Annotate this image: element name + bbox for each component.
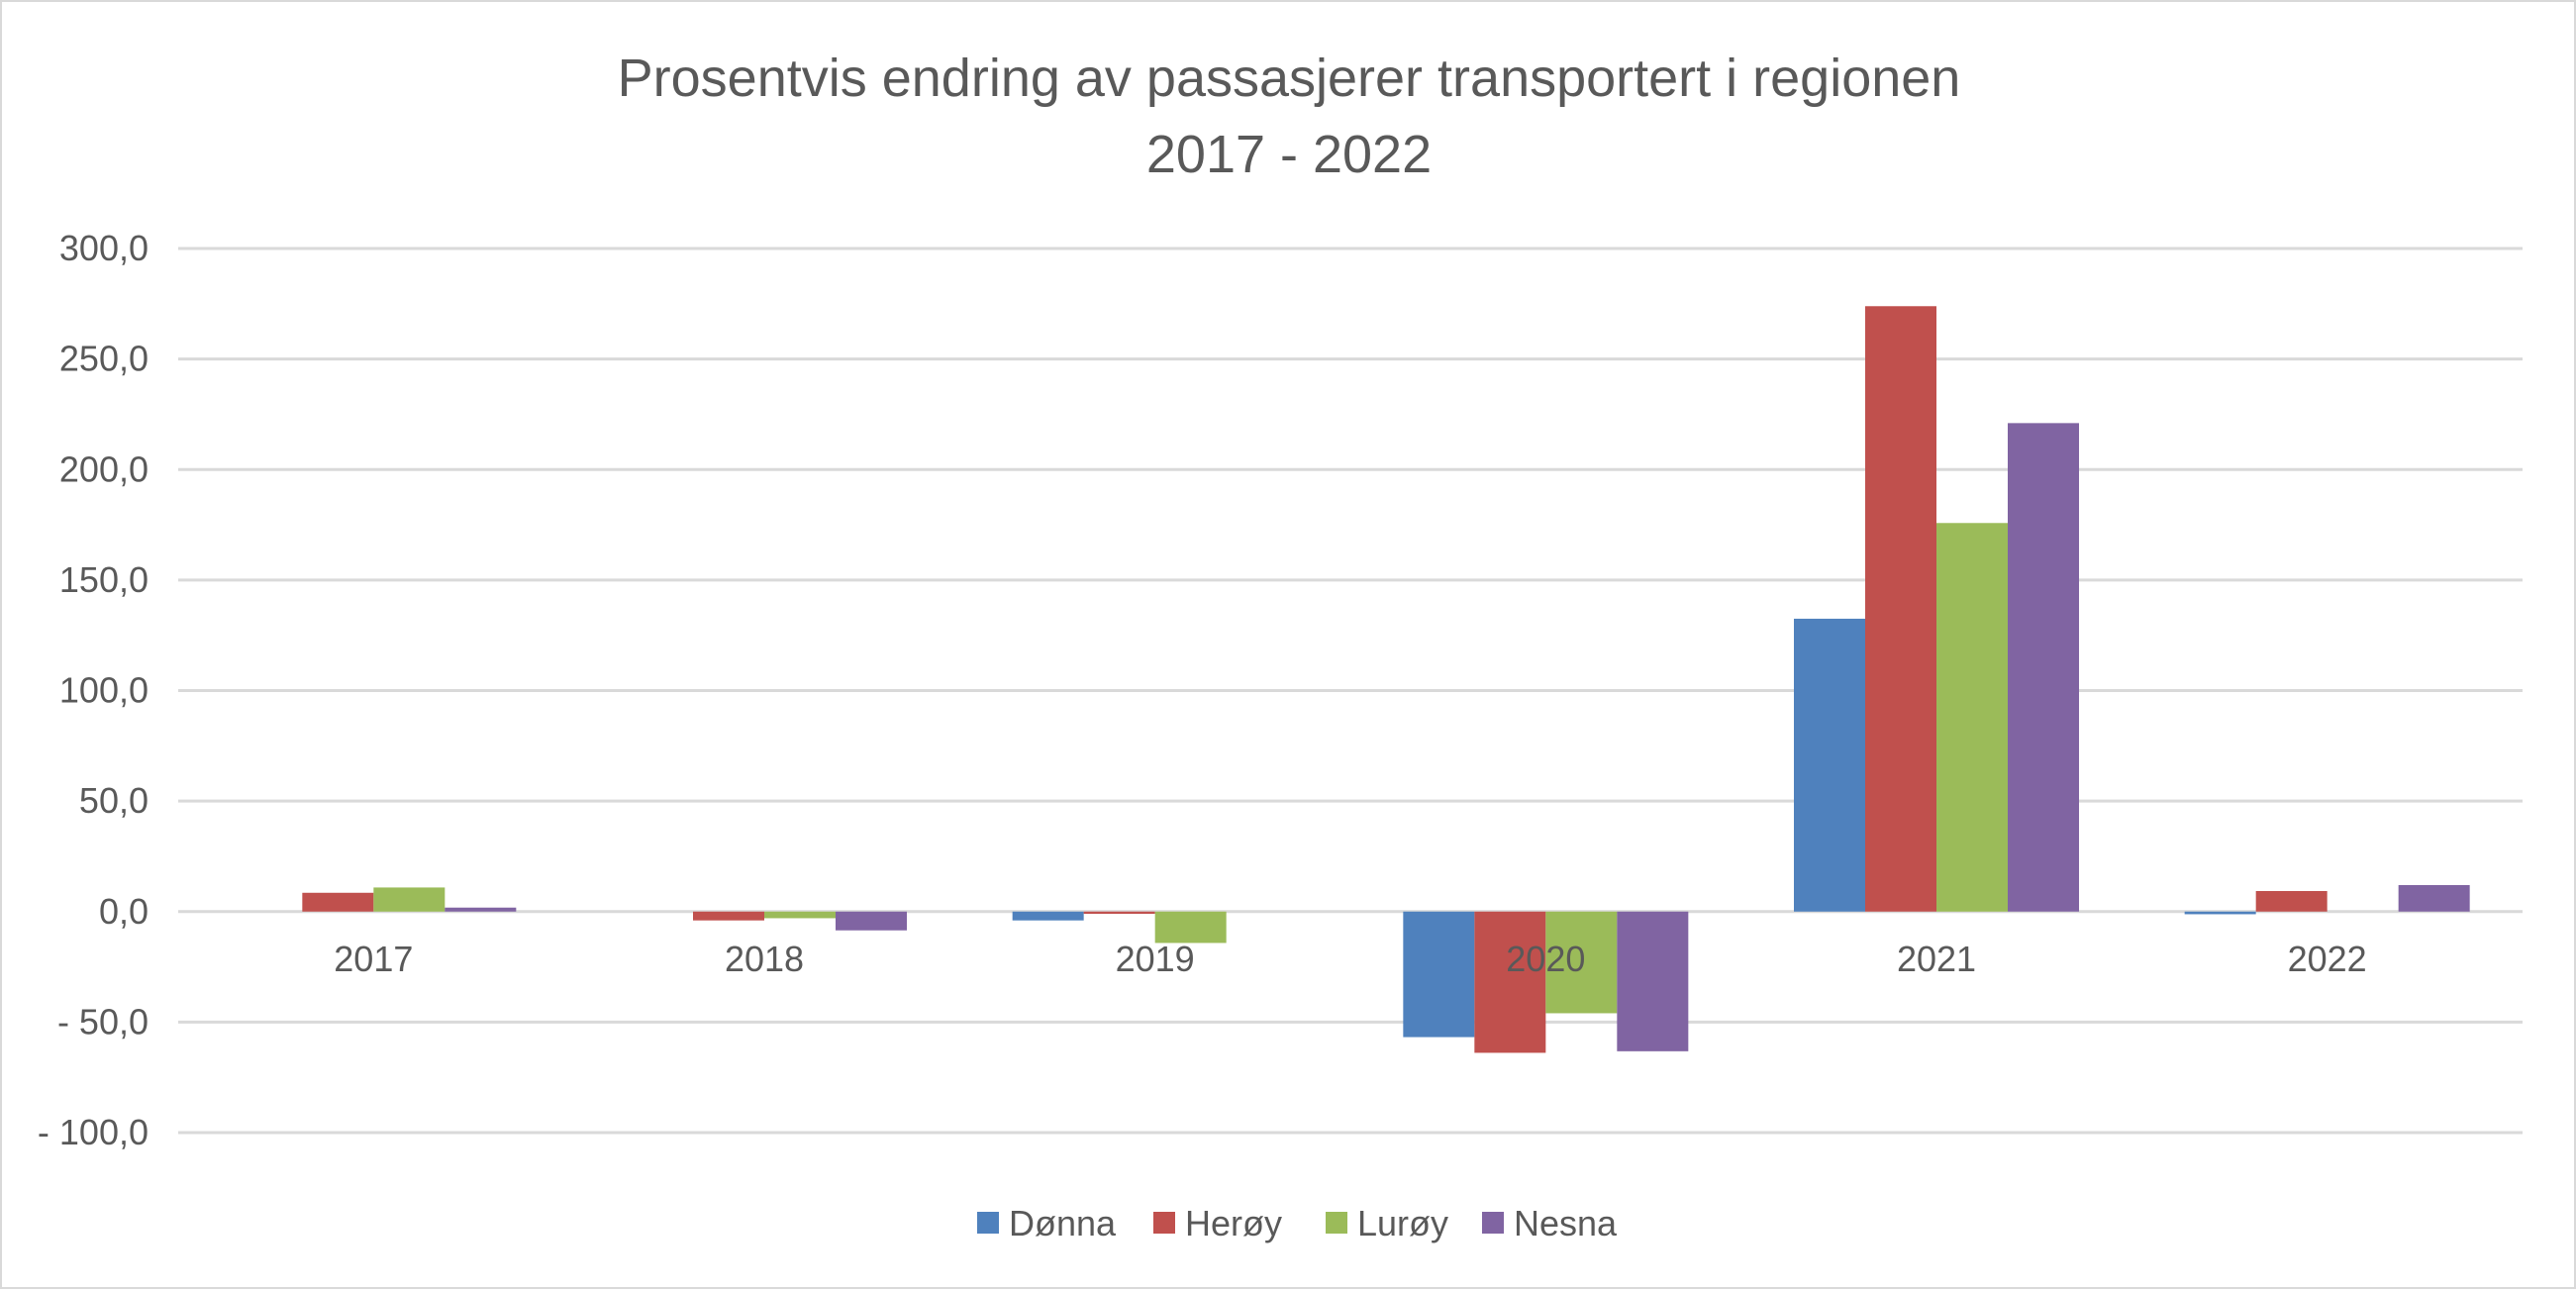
bar-heroy-2022	[2255, 890, 2328, 912]
x-category-label: 2020	[1506, 939, 1585, 979]
legend-label: Nesna	[1514, 1203, 1618, 1243]
y-tick-label: 0,0	[99, 891, 149, 932]
bar-heroy-2018	[693, 911, 764, 921]
legend-label: Dønna	[1009, 1203, 1117, 1243]
x-axis-labels: 2017 2018 2019 2020 2021 2022	[334, 939, 2366, 979]
bar-heroy-2020	[1474, 911, 1546, 1053]
bar-donna-2019	[1012, 911, 1084, 921]
y-tick-label: 100,0	[59, 670, 149, 711]
chart-title-line-2: 2017 - 2022	[1146, 125, 1432, 184]
y-tick-label: 200,0	[59, 448, 149, 489]
legend-swatch	[1482, 1212, 1504, 1234]
legend-label: Herøy	[1185, 1203, 1282, 1243]
bar-donna-2020	[1403, 911, 1475, 1038]
y-tick-label: - 50,0	[57, 1001, 149, 1042]
bar-luroy-2018	[764, 911, 836, 919]
chart-title: Prosentvis endring av passasjerer transp…	[618, 49, 1961, 184]
y-axis-ticks: 300,0 250,0 200,0 150,0 100,0 50,0 0,0 - 50,0 - …	[38, 228, 149, 1152]
y-tick-label: - 100,0	[38, 1112, 149, 1152]
bar-nesna-2017	[445, 907, 517, 912]
x-category-label: 2021	[1897, 939, 1976, 979]
x-category-label: 2017	[334, 939, 413, 979]
gridlines	[178, 247, 2523, 1135]
bar-luroy-2021	[1936, 523, 2008, 912]
bars	[302, 306, 2470, 1053]
legend-swatch	[977, 1212, 999, 1234]
bar-heroy-2017	[302, 892, 374, 912]
y-tick-label: 300,0	[59, 228, 149, 268]
bar-nesna-2018	[836, 911, 907, 931]
chart-title-line-1: Prosentvis endring av passasjerer transp…	[618, 49, 1961, 108]
legend-swatch	[1326, 1212, 1347, 1234]
bar-luroy-2019	[1154, 911, 1227, 944]
bar-nesna-2020	[1617, 911, 1689, 1051]
legend: Dønna Herøy Lurøy Nesna	[977, 1203, 1618, 1243]
x-category-label: 2018	[725, 939, 804, 979]
legend-swatch	[1153, 1212, 1175, 1234]
legend-label: Lurøy	[1357, 1203, 1448, 1243]
bar-heroy-2019	[1083, 911, 1155, 914]
bar-heroy-2021	[1865, 306, 1936, 912]
bar-luroy-2020	[1545, 911, 1618, 1014]
bar-luroy-2017	[373, 887, 446, 912]
x-category-label: 2019	[1116, 939, 1195, 979]
bar-nesna-2021	[2008, 423, 2079, 912]
y-tick-label: 250,0	[59, 339, 149, 379]
y-tick-label: 50,0	[79, 780, 149, 821]
bar-nesna-2022	[2398, 884, 2470, 912]
y-tick-label: 150,0	[59, 559, 149, 600]
bar-donna-2021	[1794, 618, 1865, 912]
x-category-label: 2022	[2288, 939, 2367, 979]
bar-donna-2022	[2184, 911, 2256, 915]
